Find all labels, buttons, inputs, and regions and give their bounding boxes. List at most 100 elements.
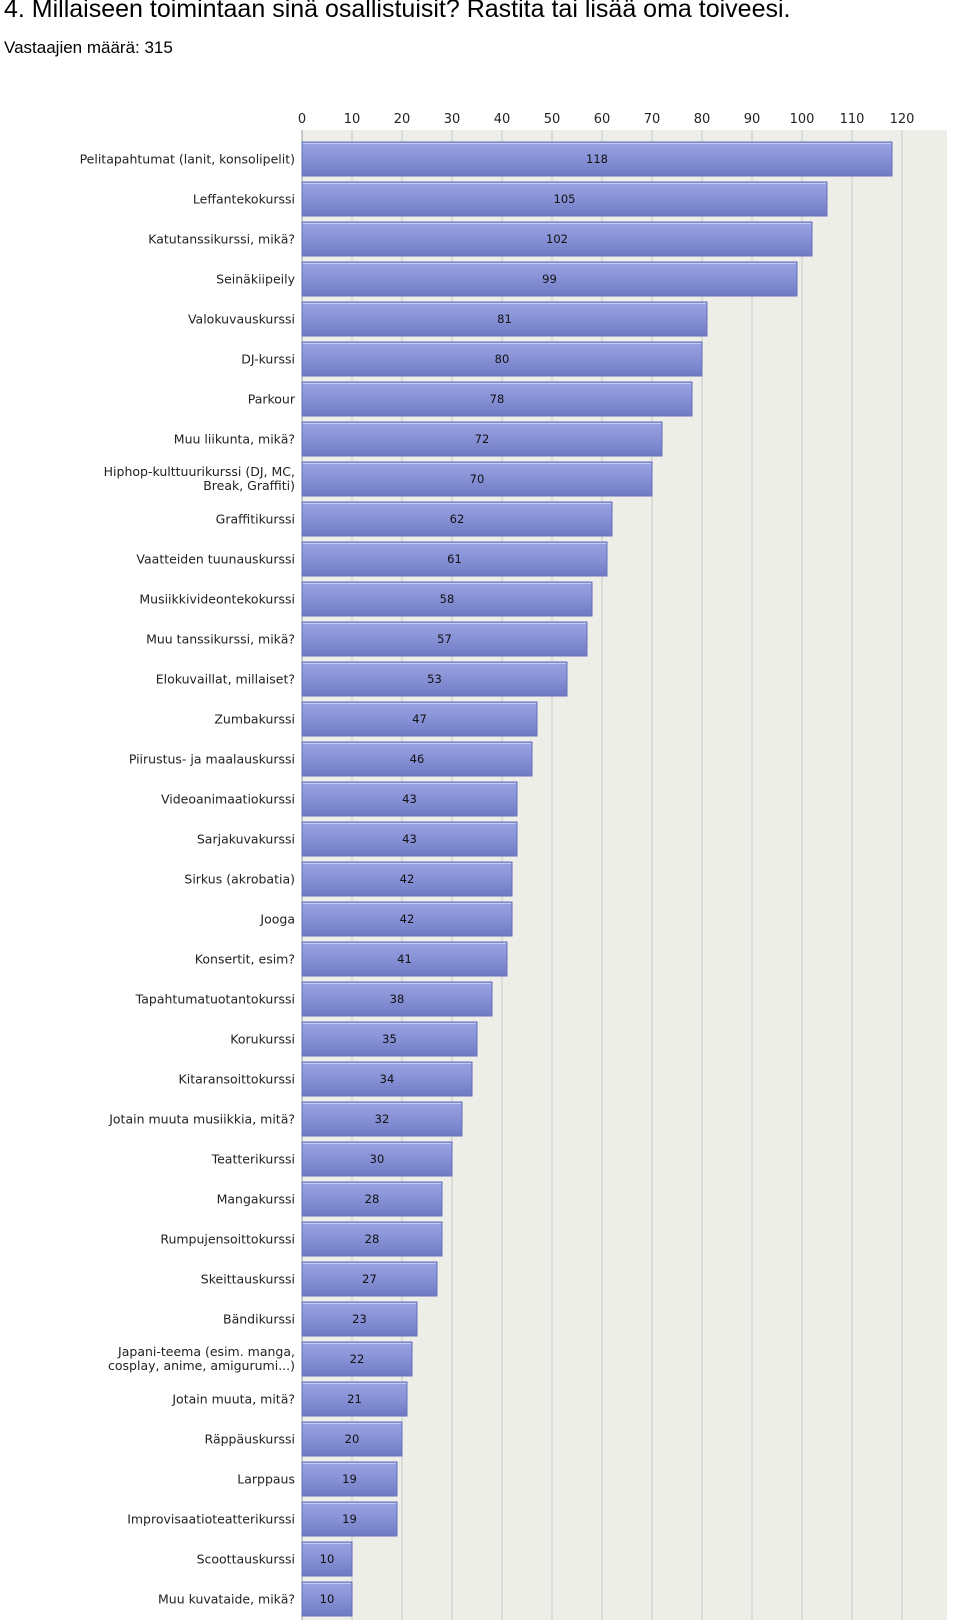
bar xyxy=(301,501,613,537)
category-label: Graffitikurssi xyxy=(216,512,295,527)
category-label: Skeittauskurssi xyxy=(201,1272,295,1287)
x-tick-label: 60 xyxy=(594,112,611,127)
category-label: Valokuvauskurssi xyxy=(188,312,295,327)
value-label: 28 xyxy=(365,1192,380,1206)
category-label: Muu liikunta, mikä? xyxy=(174,432,295,447)
value-label: 41 xyxy=(397,952,412,966)
category-label: Jooga xyxy=(259,912,295,927)
value-label: 78 xyxy=(490,392,505,406)
value-label: 72 xyxy=(475,432,490,446)
bar xyxy=(301,781,518,817)
value-label: 53 xyxy=(427,672,442,686)
value-label: 102 xyxy=(546,232,568,246)
x-tick-label: 100 xyxy=(790,112,815,127)
category-label: Kitaransoittokurssi xyxy=(179,1072,295,1087)
value-label: 80 xyxy=(495,352,510,366)
x-tick-label: 120 xyxy=(890,112,915,127)
value-label: 34 xyxy=(380,1072,395,1086)
x-tick-label: 30 xyxy=(444,112,461,127)
value-label: 61 xyxy=(447,552,462,566)
bar xyxy=(301,381,693,417)
value-label: 70 xyxy=(470,472,485,486)
bar xyxy=(301,541,608,577)
bar xyxy=(301,901,513,937)
value-label: 19 xyxy=(342,1472,357,1486)
category-label: Pelitapahtumat (lanit, konsolipelit) xyxy=(80,152,295,167)
category-label: Muu tanssikurssi, mikä? xyxy=(146,632,295,647)
category-label: Bändikurssi xyxy=(223,1312,295,1327)
category-label: Piirustus- ja maalauskurssi xyxy=(129,752,295,767)
category-label: Scoottauskurssi xyxy=(197,1552,295,1567)
value-label: 81 xyxy=(497,312,512,326)
bar xyxy=(301,621,588,657)
x-tick-label: 50 xyxy=(544,112,561,127)
bar xyxy=(301,981,493,1017)
category-label: DJ-kurssi xyxy=(241,352,295,367)
value-label: 43 xyxy=(402,832,417,846)
bar xyxy=(301,1181,443,1217)
value-label: 46 xyxy=(410,752,425,766)
value-label: 20 xyxy=(345,1432,360,1446)
category-label: Videoanimaatiokurssi xyxy=(161,792,295,807)
value-label: 32 xyxy=(375,1112,390,1126)
category-label: Break, Graffiti) xyxy=(203,478,295,493)
category-label: Zumbakurssi xyxy=(214,712,295,727)
bar xyxy=(301,141,893,177)
category-label: Muu kuvataide, mikä? xyxy=(158,1592,295,1607)
bar xyxy=(301,341,703,377)
category-label: cosplay, anime, amigurumi...) xyxy=(108,1358,295,1373)
category-label: Mangakurssi xyxy=(217,1192,295,1207)
bar xyxy=(301,1501,398,1537)
bar xyxy=(301,741,533,777)
bar xyxy=(301,1461,398,1497)
bar xyxy=(301,1381,408,1417)
bar xyxy=(301,1341,413,1377)
value-label: 38 xyxy=(390,992,405,1006)
category-label: Seinäkiipeily xyxy=(216,272,295,287)
value-label: 35 xyxy=(382,1032,397,1046)
value-label: 42 xyxy=(400,912,415,926)
category-label: Konsertit, esim? xyxy=(195,952,295,967)
value-label: 62 xyxy=(450,512,465,526)
category-label: Japani-teema (esim. manga, xyxy=(117,1344,295,1359)
value-label: 30 xyxy=(370,1152,385,1166)
value-label: 19 xyxy=(342,1512,357,1526)
bar xyxy=(301,1141,453,1177)
x-tick-label: 90 xyxy=(744,112,761,127)
category-label: Leffantekokurssi xyxy=(193,192,295,207)
bar xyxy=(301,1581,353,1617)
category-label: Parkour xyxy=(248,392,296,407)
category-label: Vaatteiden tuunauskurssi xyxy=(136,552,295,567)
category-label: Jotain muuta, mitä? xyxy=(171,1392,295,1407)
x-tick-label: 80 xyxy=(694,112,711,127)
value-label: 10 xyxy=(320,1552,335,1566)
category-label: Improvisaatioteatterikurssi xyxy=(127,1512,295,1527)
bar xyxy=(301,821,518,857)
category-label: Hiphop-kulttuurikurssi (DJ, MC, xyxy=(104,464,295,479)
bar xyxy=(301,861,513,897)
bar xyxy=(301,461,653,497)
x-tick-label: 10 xyxy=(344,112,361,127)
value-label: 42 xyxy=(400,872,415,886)
value-label: 47 xyxy=(412,712,427,726)
category-label: Rumpujensoittokurssi xyxy=(160,1232,295,1247)
bar xyxy=(301,1101,463,1137)
value-label: 10 xyxy=(320,1592,335,1606)
value-label: 27 xyxy=(362,1272,377,1286)
category-label: Tapahtumatuotantokurssi xyxy=(135,992,295,1007)
bar xyxy=(301,581,593,617)
bar xyxy=(301,301,708,337)
bar xyxy=(301,1421,403,1457)
bar xyxy=(301,1301,418,1337)
bar xyxy=(301,221,813,257)
category-label: Katutanssikurssi, mikä? xyxy=(148,232,295,247)
question-title: 4. Millaiseen toimintaan sinä osallistui… xyxy=(4,0,791,23)
value-label: 28 xyxy=(365,1232,380,1246)
category-label: Larppaus xyxy=(237,1472,295,1487)
value-label: 105 xyxy=(554,192,576,206)
bar xyxy=(301,1061,473,1097)
bar xyxy=(301,421,663,457)
category-label: Jotain muuta musiikkia, mitä? xyxy=(108,1112,295,1127)
value-label: 23 xyxy=(352,1312,367,1326)
bar xyxy=(301,1541,353,1577)
